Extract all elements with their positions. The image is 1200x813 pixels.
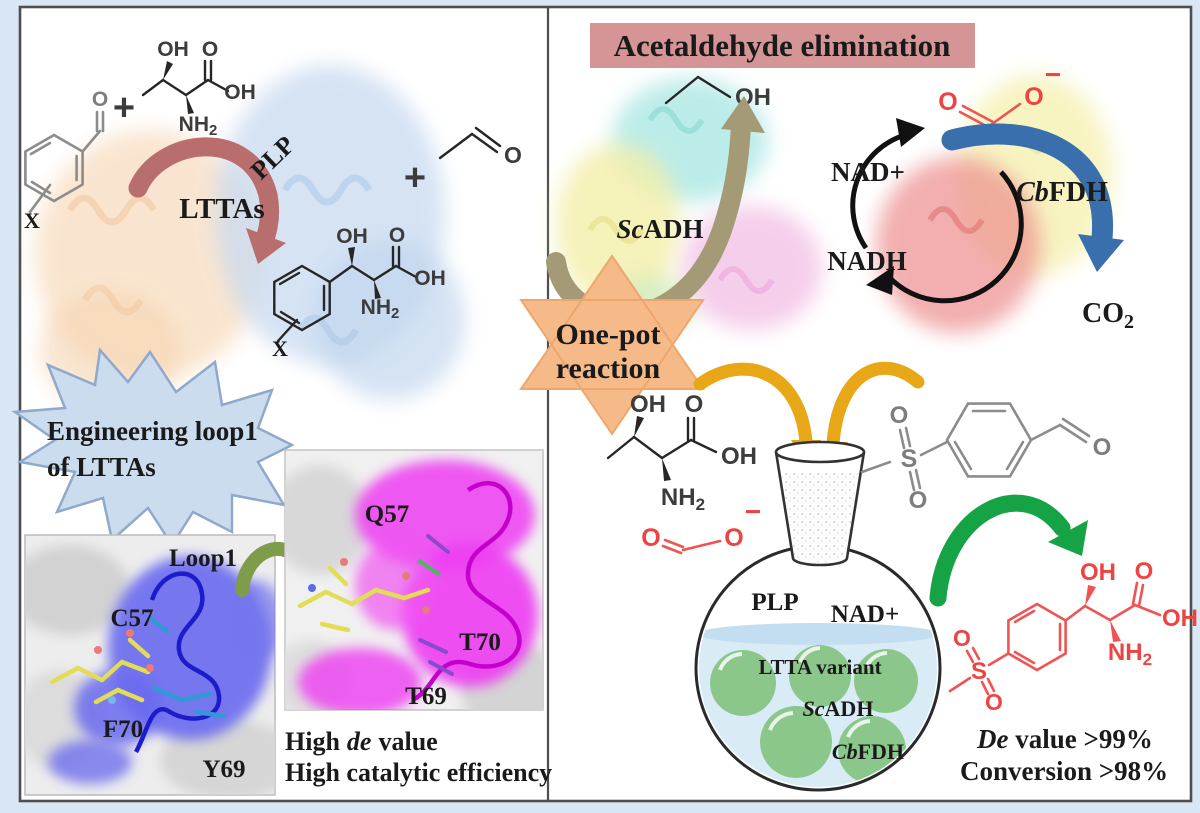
- loop1-backbone: [134, 571, 222, 754]
- title-banner: Acetaldehyde elimination: [590, 23, 975, 68]
- formate2-charge: −: [745, 496, 761, 527]
- sulfone-s-label: S: [901, 445, 918, 473]
- prod-oh-label: OH: [336, 225, 368, 248]
- acetaldehyde-structure: O: [438, 126, 522, 168]
- product-x-label: X: [272, 336, 288, 361]
- plus-sign-2: +: [404, 157, 426, 199]
- thr-oh-label: OH: [157, 38, 189, 61]
- product-o-label: O: [1135, 558, 1154, 585]
- variant-pocket-image: Q57 T70 T69: [284, 449, 544, 711]
- y69-label: Y69: [202, 756, 245, 783]
- flask-ltta-label: LTTA variant: [758, 655, 881, 679]
- product-nh2-label: NH2: [1108, 639, 1152, 669]
- thr2-o-label: O: [685, 391, 704, 418]
- one-pot-star: One-pot reaction: [519, 254, 705, 436]
- nad-cycle: NAD+ NADH: [827, 118, 1024, 304]
- one-pot-line2: reaction: [556, 352, 661, 385]
- formate-o2: O: [1024, 83, 1043, 111]
- residue-sticks: [147, 615, 227, 719]
- flask-cbfdh-label: CbFDH: [832, 739, 904, 764]
- formate-structure-bottom: O O −: [641, 496, 761, 555]
- lttas-reaction-arrow: [128, 137, 286, 264]
- title-text: Acetaldehyde elimination: [614, 28, 951, 63]
- f70-label: F70: [103, 716, 143, 743]
- nadh-label: NADH: [827, 246, 907, 276]
- product-s-label: S: [971, 658, 987, 685]
- thr2-oh-label: OH: [630, 391, 666, 418]
- methylsulfonyl-phenylserine-product: S O O OH NH2 O OH: [948, 558, 1198, 715]
- t70-label: T70: [459, 629, 501, 656]
- threonine-structure-left: OH NH2 O OH: [141, 38, 256, 139]
- aldehyde-o-label: O: [92, 88, 108, 111]
- substrate-x-label: X: [24, 208, 40, 233]
- lttas-label: LTTAs: [179, 193, 264, 225]
- variant-residue-sticks: [418, 534, 454, 676]
- prod-o-label: O: [389, 224, 405, 247]
- variant-loop-backbone: [410, 481, 522, 703]
- result-line1: De value >99%: [976, 724, 1153, 754]
- thr2-cooh-label: OH: [721, 443, 757, 470]
- result-line2: Conversion >98%: [960, 756, 1168, 786]
- flask-plp-label: PLP: [751, 589, 798, 616]
- t69-label: T69: [405, 683, 447, 710]
- thr-cooh-label: OH: [224, 81, 256, 104]
- cycle-arrowhead-bottom: [866, 266, 894, 295]
- one-pot-line1: One-pot: [556, 318, 661, 351]
- thr2-nh2-label: NH2: [661, 484, 705, 514]
- co2-label: CO2: [1082, 298, 1134, 333]
- scadh-label: ScADH: [617, 214, 704, 244]
- nad-plus-label: NAD+: [831, 157, 905, 187]
- prod-cooh-label: OH: [414, 267, 446, 290]
- product-arrow: [929, 494, 1088, 607]
- threonine-structure-right: OH NH2 O OH: [606, 391, 757, 514]
- plp-ligand-sticks-variant: [297, 565, 431, 633]
- burst-text-line1: Engineering loop1: [47, 416, 258, 446]
- outcome-line2: High catalytic efficiency: [285, 758, 552, 787]
- q57-label: Q57: [365, 501, 409, 528]
- formate-charge: −: [1045, 59, 1061, 90]
- loop1-label: Loop1: [169, 545, 237, 572]
- plus-sign-1: +: [113, 87, 135, 129]
- engineering-burst: Engineering loop1 of LTTAs: [11, 347, 295, 548]
- phenylserine-product-left: X OH NH2 O OH: [272, 224, 446, 361]
- c57-label: C57: [110, 605, 153, 632]
- product-cooh-label: OH: [1162, 605, 1198, 632]
- formate2-o2: O: [724, 524, 743, 552]
- benzaldehyde-o-label: O: [1093, 434, 1112, 461]
- formate-structure-top: O O −: [938, 59, 1061, 130]
- thr-nh2-label: NH2: [179, 113, 218, 139]
- funnel-cup: [774, 440, 866, 567]
- cycle-arrowhead-top: [896, 118, 925, 147]
- cbfdh-label: CbFDH: [1016, 177, 1108, 208]
- rose-arrowhead: [246, 228, 286, 264]
- product-so-top: O: [953, 625, 971, 651]
- thr-o-label: O: [202, 38, 218, 61]
- product-oh-label: OH: [1080, 559, 1116, 586]
- acetaldehyde-o-label: O: [504, 142, 522, 168]
- prod-nh2-label: NH2: [361, 296, 400, 322]
- burst-text-line2: of LTTAs: [47, 452, 156, 482]
- wildtype-pocket-image: Loop1 C57 F70 Y69: [24, 534, 276, 796]
- ltta-protein-cartoon: [35, 65, 465, 410]
- formate-o1: O: [938, 88, 957, 116]
- reaction-flask: PLP NAD+ LTTA variant ScADH CbFDH: [694, 544, 942, 792]
- sulfone-o-bottom: O: [909, 487, 928, 514]
- product-so-bottom: O: [985, 689, 1003, 715]
- plp-ligand-sticks: [49, 637, 151, 705]
- sulfone-o-top: O: [890, 402, 909, 429]
- flask-nad-label: NAD+: [831, 601, 899, 628]
- cbfdh-arrow: [941, 123, 1124, 272]
- sulfonyl-benzaldehyde-structure: S O O O: [860, 402, 1112, 514]
- outcome-line1: High de value: [285, 727, 438, 756]
- benzaldehyde-structure: O X: [24, 88, 108, 233]
- enzyme-beads: [710, 645, 918, 784]
- formate2-o1: O: [641, 524, 660, 552]
- flask-scadh-label: ScADH: [803, 696, 874, 721]
